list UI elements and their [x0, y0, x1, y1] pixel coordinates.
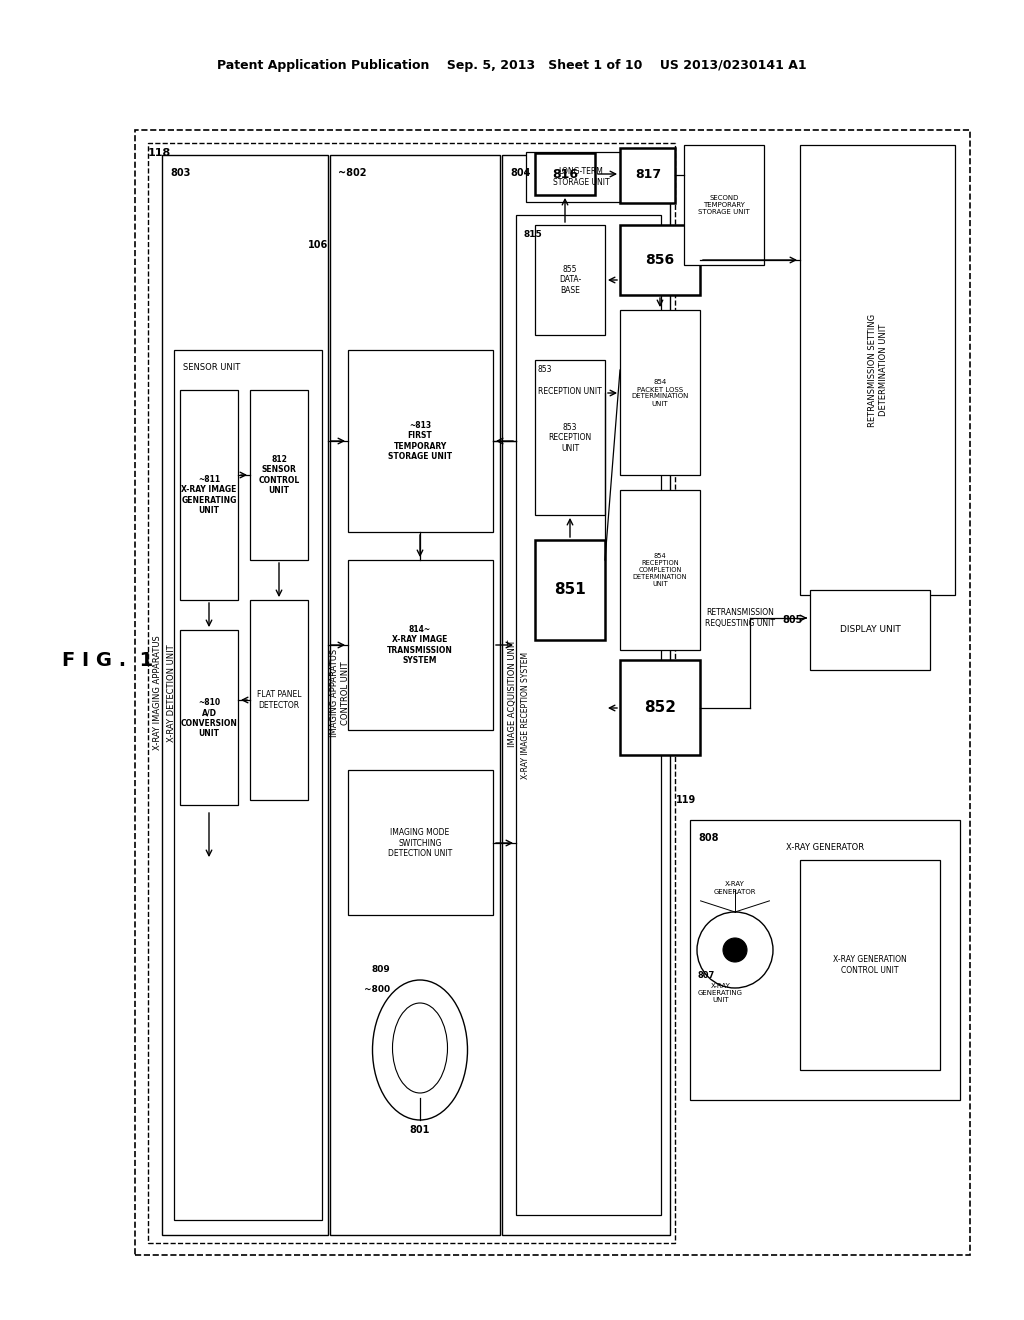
Text: 816: 816 — [552, 168, 578, 181]
Text: RETRANSMISSION SETTING
DETERMINATION UNIT: RETRANSMISSION SETTING DETERMINATION UNI… — [868, 313, 888, 426]
Bar — [250, 601, 308, 800]
Text: X-RAY DETECTION UNIT: X-RAY DETECTION UNIT — [168, 644, 176, 742]
Text: ~810
A/D
CONVERSION
UNIT: ~810 A/D CONVERSION UNIT — [180, 698, 238, 738]
Text: 853: 853 — [538, 366, 553, 374]
Text: 815: 815 — [524, 230, 543, 239]
Bar — [620, 224, 700, 294]
Bar — [502, 154, 670, 1236]
Circle shape — [723, 939, 746, 962]
Bar — [162, 154, 328, 1236]
Bar — [684, 145, 764, 265]
Bar — [180, 630, 238, 805]
Text: 851: 851 — [554, 582, 586, 598]
Text: SECOND
TEMPORARY
STORAGE UNIT: SECOND TEMPORARY STORAGE UNIT — [698, 195, 750, 215]
Text: 803: 803 — [170, 168, 190, 178]
Bar — [620, 490, 700, 649]
Bar — [620, 310, 700, 475]
Ellipse shape — [373, 979, 468, 1119]
Text: X-RAY
GENERATOR: X-RAY GENERATOR — [714, 882, 757, 895]
Text: RECEPTION UNIT: RECEPTION UNIT — [538, 387, 602, 396]
Bar — [800, 861, 940, 1071]
Bar — [348, 560, 493, 730]
Text: 853
RECEPTION
UNIT: 853 RECEPTION UNIT — [549, 424, 592, 453]
Text: 809: 809 — [372, 965, 390, 974]
Bar — [180, 389, 238, 601]
Bar — [250, 389, 308, 560]
Text: 805: 805 — [782, 615, 803, 624]
Text: F I G .  1: F I G . 1 — [62, 651, 154, 669]
Text: 817: 817 — [635, 169, 662, 181]
Text: LONG-TERM
STORAGE UNIT: LONG-TERM STORAGE UNIT — [553, 168, 609, 186]
Text: 854
PACKET LOSS
DETERMINATION
UNIT: 854 PACKET LOSS DETERMINATION UNIT — [632, 380, 689, 407]
Text: FLAT PANEL
DETECTOR: FLAT PANEL DETECTOR — [257, 690, 301, 710]
Bar — [348, 350, 493, 532]
Text: 854
RECEPTION
COMPLETION
DETERMINATION
UNIT: 854 RECEPTION COMPLETION DETERMINATION U… — [633, 553, 687, 587]
Bar — [620, 148, 675, 203]
Bar — [516, 215, 662, 1214]
Text: 855
DATA-
BASE: 855 DATA- BASE — [559, 265, 582, 294]
Bar — [135, 129, 970, 1255]
Text: IMAGE ACQUISITION UNIT: IMAGE ACQUISITION UNIT — [508, 639, 516, 747]
Text: ~811
X-RAY IMAGE
GENERATING
UNIT: ~811 X-RAY IMAGE GENERATING UNIT — [181, 475, 237, 515]
Bar — [330, 154, 500, 1236]
Bar — [535, 224, 605, 335]
Text: 856: 856 — [645, 253, 675, 267]
Bar — [810, 590, 930, 671]
Text: 814~
X-RAY IMAGE
TRANSMISSION
SYSTEM: 814~ X-RAY IMAGE TRANSMISSION SYSTEM — [387, 624, 453, 665]
Text: ~813
FIRST
TEMPORARY
STORAGE UNIT: ~813 FIRST TEMPORARY STORAGE UNIT — [388, 421, 452, 461]
Bar — [620, 660, 700, 755]
Text: 118: 118 — [148, 148, 171, 158]
Bar — [348, 770, 493, 915]
Text: 808: 808 — [698, 833, 719, 843]
Text: SENSOR UNIT: SENSOR UNIT — [183, 363, 241, 372]
Text: 119: 119 — [676, 795, 696, 805]
Bar — [535, 153, 595, 195]
Text: Patent Application Publication    Sep. 5, 2013   Sheet 1 of 10    US 2013/023014: Patent Application Publication Sep. 5, 2… — [217, 58, 807, 71]
Text: ~800: ~800 — [364, 986, 390, 994]
Text: 852: 852 — [644, 701, 676, 715]
Text: DISPLAY UNIT: DISPLAY UNIT — [840, 626, 900, 635]
Text: X-RAY IMAGE RECEPTION SYSTEM: X-RAY IMAGE RECEPTION SYSTEM — [521, 652, 530, 779]
Text: 801: 801 — [410, 1125, 430, 1135]
Text: X-RAY IMAGING APPARATUS: X-RAY IMAGING APPARATUS — [153, 636, 162, 750]
Text: ~802: ~802 — [338, 168, 367, 178]
Bar — [690, 820, 961, 1100]
Text: X-RAY GENERATION
CONTROL UNIT: X-RAY GENERATION CONTROL UNIT — [834, 956, 907, 974]
Bar — [174, 350, 322, 1220]
Ellipse shape — [392, 1003, 447, 1093]
Text: 807: 807 — [698, 970, 715, 979]
Bar — [535, 360, 605, 515]
Bar — [800, 145, 955, 595]
Text: X-RAY
GENERATING
UNIT: X-RAY GENERATING UNIT — [698, 983, 743, 1003]
Text: IMAGING APPARATUS
CONTROL UNIT: IMAGING APPARATUS CONTROL UNIT — [331, 649, 350, 737]
Bar — [526, 152, 636, 202]
Text: 804: 804 — [510, 168, 530, 178]
Text: IMAGING MODE
SWITCHING
DETECTION UNIT: IMAGING MODE SWITCHING DETECTION UNIT — [388, 828, 453, 858]
Text: X-RAY GENERATOR: X-RAY GENERATOR — [786, 843, 864, 851]
Bar — [148, 143, 675, 1243]
Text: 812
SENSOR
CONTROL
UNIT: 812 SENSOR CONTROL UNIT — [258, 455, 300, 495]
Circle shape — [697, 912, 773, 987]
Text: 106: 106 — [308, 240, 328, 249]
Bar — [535, 540, 605, 640]
Text: RETRANSMISSION
REQUESTING UNIT: RETRANSMISSION REQUESTING UNIT — [705, 609, 775, 628]
